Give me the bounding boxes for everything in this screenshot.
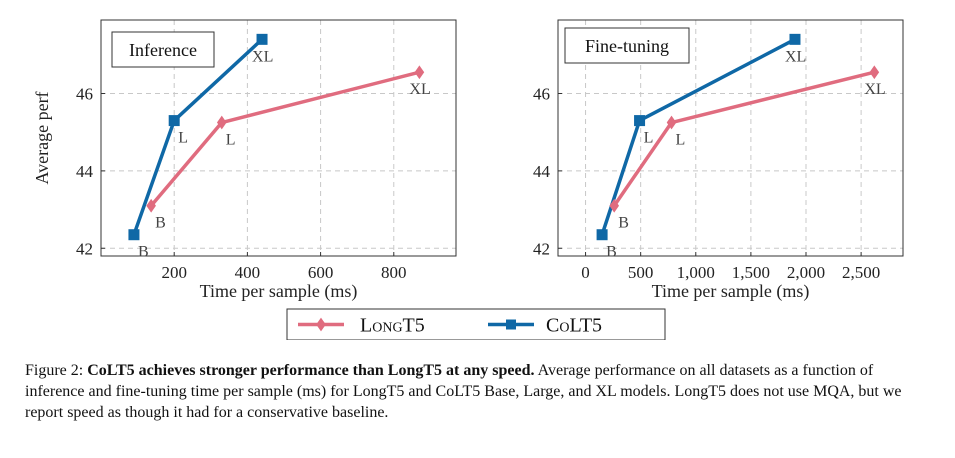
chart1-y-tick-label: 42: [76, 239, 93, 258]
chart2-y-tick-label: 46: [533, 85, 550, 104]
chart2-longt5-point-label: L: [676, 132, 686, 149]
chart1-colt5-point: [168, 115, 180, 127]
caption-bold-text: CoLT5 achieves stronger performance than…: [87, 362, 535, 379]
chart2-longt5-point-label: B: [618, 215, 629, 232]
caption-body-text: Average performance on all datasets as a…: [25, 362, 902, 421]
chart1-x-tick-label: 400: [235, 263, 261, 282]
chart1-longt5-point: [146, 198, 156, 213]
chart1-longt5-point-label: L: [226, 132, 236, 149]
legend-box: [286, 308, 666, 340]
chart2-colt5-point: [596, 229, 608, 241]
chart2-x-tick-label: 2,000: [787, 263, 825, 282]
chart1-longt5-point: [414, 65, 425, 80]
chart1-title: Inference: [129, 40, 197, 60]
chart2-x-tick-label: 1,000: [677, 263, 715, 282]
chart2-series-colt5-line: [600, 37, 796, 236]
chart2-colt5-point: [789, 33, 801, 45]
chart1-x-axis-label: Time per sample (ms): [200, 281, 358, 302]
chart2-y-tick-label: 42: [533, 239, 550, 258]
chart2-x-tick-label: 1,500: [732, 263, 770, 282]
chart1-series-longt5-line: [149, 70, 420, 207]
chart1-y-axis-label: Average perf: [32, 91, 52, 184]
legend-longt5-marker: [316, 317, 326, 332]
chart1-colt5-point-label: L: [178, 130, 188, 147]
chart1-title-box: [111, 31, 215, 68]
chart1-y-tick-label: 46: [76, 85, 93, 104]
chart2-plot-frame: [557, 19, 904, 257]
chart2-x-tick-label: 500: [628, 263, 654, 282]
chart2-x-tick-label: 0: [581, 263, 590, 282]
chart1-x-tick-label: 200: [161, 263, 187, 282]
chart1-y-tick-label: 44: [76, 162, 94, 181]
chart2-colt5-point-label: B: [606, 244, 617, 261]
chart1-colt5-point-label: B: [138, 244, 149, 261]
chart2-y-tick-label: 44: [533, 162, 551, 181]
chart2-x-axis-label: Time per sample (ms): [652, 281, 810, 302]
chart2-longt5-point-label: XL: [864, 81, 885, 98]
chart1-colt5-point: [128, 229, 140, 241]
chart1-longt5-point-label: B: [155, 215, 166, 232]
chart1-longt5-point: [216, 115, 227, 130]
chart1-plot-frame: [100, 19, 457, 257]
chart2-x-tick-label: 2,500: [842, 263, 880, 282]
chart1-longt5-point-label: XL: [409, 81, 430, 98]
chart2-longt5-point: [869, 65, 880, 80]
figure-caption: Figure 2: CoLT5 achieves stronger perfor…: [25, 360, 935, 423]
legend-colt5-label: CoLT5: [546, 315, 602, 337]
chart2-colt5-point-label: L: [644, 130, 654, 147]
figure-label: Figure 2:: [25, 362, 84, 379]
chart1-x-tick-label: 600: [308, 263, 334, 282]
chart2-title: Fine-tuning: [585, 36, 669, 56]
legend-longt5-label: LongT5: [360, 315, 425, 337]
chart2-longt5-point: [609, 198, 620, 213]
chart1-colt5-point: [256, 33, 268, 45]
chart1-colt5-point-label: XL: [252, 48, 273, 65]
chart2-colt5-point-label: XL: [785, 48, 806, 65]
figure: 200 400 600 800 42 44 46 Time per sample (ms) Av…: [32, 19, 904, 340]
legend-colt5-marker: [506, 319, 516, 330]
chart2-colt5-point: [634, 115, 646, 127]
chart2-title-box: [564, 27, 690, 64]
chart1-x-tick-label: 800: [381, 263, 407, 282]
chart2-longt5-point: [666, 115, 677, 130]
